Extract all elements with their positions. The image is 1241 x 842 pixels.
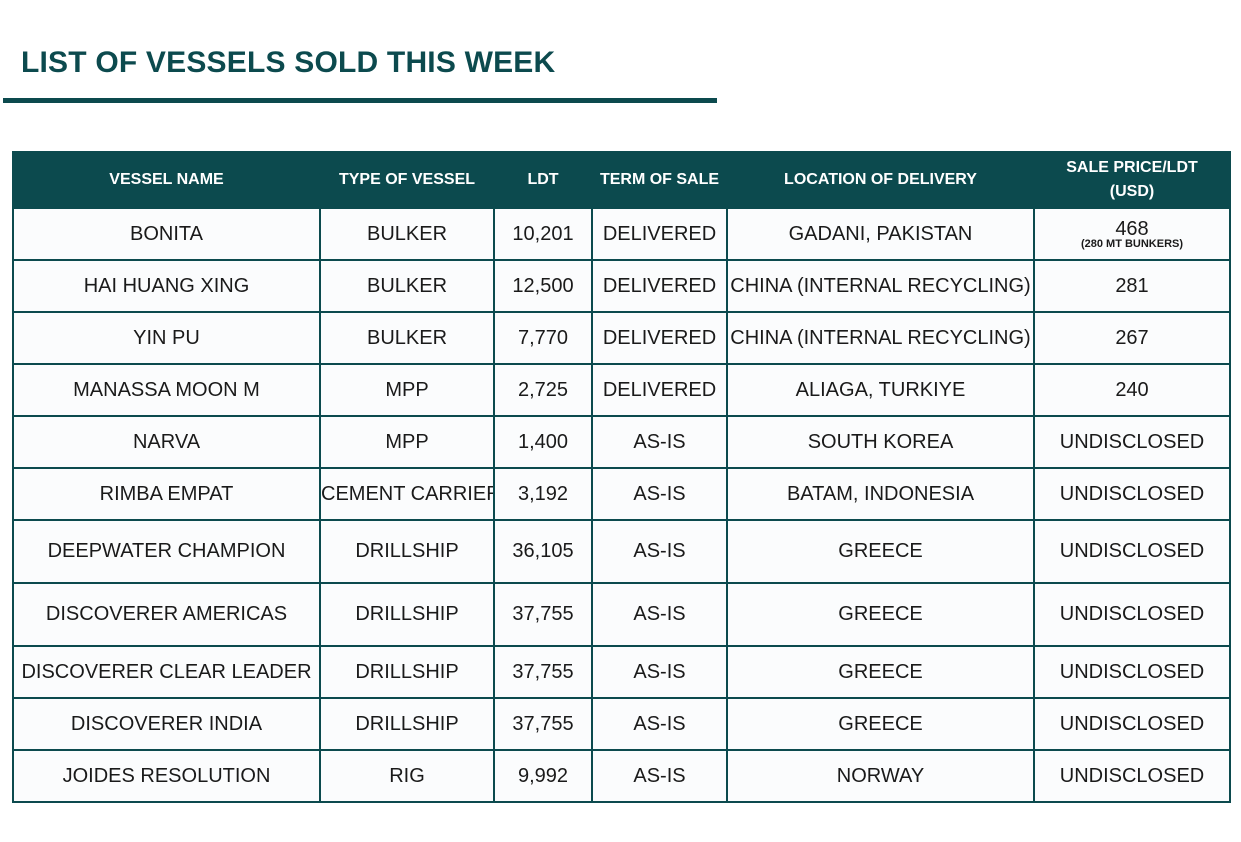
table-row: BONITA BULKER 10,201 DELIVERED GADANI, P… bbox=[12, 207, 1231, 261]
ldt-cell: 1,400 bbox=[493, 415, 593, 469]
vessel-name-cell: HAI HUANG XING bbox=[12, 259, 321, 313]
term-cell: AS-IS bbox=[591, 645, 728, 699]
vessel-type-cell: DRILLSHIP bbox=[319, 697, 495, 751]
ldt-cell: 12,500 bbox=[493, 259, 593, 313]
header-type-of-vessel: TYPE OF VESSEL bbox=[319, 151, 495, 209]
table-row: DISCOVERER CLEAR LEADER DRILLSHIP 37,755… bbox=[12, 645, 1231, 699]
location-cell: GREECE bbox=[726, 519, 1035, 584]
vessel-type-cell: MPP bbox=[319, 363, 495, 417]
ldt-cell: 37,755 bbox=[493, 645, 593, 699]
price-cell: UNDISCLOSED bbox=[1033, 645, 1231, 699]
price-cell: UNDISCLOSED bbox=[1033, 749, 1231, 803]
vessel-name-cell: DISCOVERER INDIA bbox=[12, 697, 321, 751]
location-cell: ALIAGA, TURKIYE bbox=[726, 363, 1035, 417]
table-row: JOIDES RESOLUTION RIG 9,992 AS-IS NORWAY… bbox=[12, 749, 1231, 803]
term-cell: AS-IS bbox=[591, 415, 728, 469]
header-term-of-sale: TERM OF SALE bbox=[591, 151, 728, 209]
ldt-cell: 9,992 bbox=[493, 749, 593, 803]
term-cell: DELIVERED bbox=[591, 259, 728, 313]
header-location-of-delivery: LOCATION OF DELIVERY bbox=[726, 151, 1035, 209]
price-cell: 468 (280 MT BUNKERS) bbox=[1033, 207, 1231, 261]
vessel-type-cell: CEMENT CARRIER bbox=[319, 467, 495, 521]
table-row: MANASSA MOON M MPP 2,725 DELIVERED ALIAG… bbox=[12, 363, 1231, 417]
location-cell: BATAM, INDONESIA bbox=[726, 467, 1035, 521]
ldt-cell: 36,105 bbox=[493, 519, 593, 584]
vessel-type-cell: BULKER bbox=[319, 259, 495, 313]
ldt-cell: 2,725 bbox=[493, 363, 593, 417]
price-cell: UNDISCLOSED bbox=[1033, 467, 1231, 521]
location-cell: CHINA (INTERNAL RECYCLING) bbox=[726, 259, 1035, 313]
price-cell: UNDISCLOSED bbox=[1033, 582, 1231, 647]
table-row: RIMBA EMPAT CEMENT CARRIER 3,192 AS-IS B… bbox=[12, 467, 1231, 521]
ldt-cell: 3,192 bbox=[493, 467, 593, 521]
table-row: NARVA MPP 1,400 AS-IS SOUTH KOREA UNDISC… bbox=[12, 415, 1231, 469]
location-cell: SOUTH KOREA bbox=[726, 415, 1035, 469]
price-cell: 267 bbox=[1033, 311, 1231, 365]
vessel-type-cell: DRILLSHIP bbox=[319, 519, 495, 584]
header-sale-price: SALE PRICE/LDT (USD) bbox=[1033, 151, 1231, 209]
page-title: LIST OF VESSELS SOLD THIS WEEK bbox=[21, 46, 556, 79]
vessel-name-cell: NARVA bbox=[12, 415, 321, 469]
header-vessel-name: VESSEL NAME bbox=[12, 151, 321, 209]
header-ldt: LDT bbox=[493, 151, 593, 209]
price-cell: UNDISCLOSED bbox=[1033, 415, 1231, 469]
price-cell: UNDISCLOSED bbox=[1033, 519, 1231, 584]
ldt-cell: 7,770 bbox=[493, 311, 593, 365]
vessel-name-cell: DEEPWATER CHAMPION bbox=[12, 519, 321, 584]
table-row: DISCOVERER INDIA DRILLSHIP 37,755 AS-IS … bbox=[12, 697, 1231, 751]
price-note: (280 MT BUNKERS) bbox=[1080, 238, 1184, 250]
term-cell: DELIVERED bbox=[591, 363, 728, 417]
price-cell: 240 bbox=[1033, 363, 1231, 417]
vessel-name-cell: YIN PU bbox=[12, 311, 321, 365]
price-cell: UNDISCLOSED bbox=[1033, 697, 1231, 751]
location-cell: GREECE bbox=[726, 582, 1035, 647]
term-cell: AS-IS bbox=[591, 519, 728, 584]
vessel-name-cell: RIMBA EMPAT bbox=[12, 467, 321, 521]
vessels-sold-table: VESSEL NAME TYPE OF VESSEL LDT TERM OF S… bbox=[12, 151, 1231, 803]
term-cell: AS-IS bbox=[591, 749, 728, 803]
ldt-cell: 37,755 bbox=[493, 582, 593, 647]
vessel-type-cell: RIG bbox=[319, 749, 495, 803]
vessel-type-cell: BULKER bbox=[319, 207, 495, 261]
price-cell: 281 bbox=[1033, 259, 1231, 313]
table-row: DISCOVERER AMERICAS DRILLSHIP 37,755 AS-… bbox=[12, 582, 1231, 647]
location-cell: GADANI, PAKISTAN bbox=[726, 207, 1035, 261]
vessel-type-cell: DRILLSHIP bbox=[319, 582, 495, 647]
header-sale-price-line1: SALE PRICE/LDT bbox=[1066, 159, 1198, 176]
table-row: YIN PU BULKER 7,770 DELIVERED CHINA (INT… bbox=[12, 311, 1231, 365]
term-cell: AS-IS bbox=[591, 582, 728, 647]
title-underline bbox=[3, 98, 717, 103]
vessel-name-cell: MANASSA MOON M bbox=[12, 363, 321, 417]
term-cell: DELIVERED bbox=[591, 311, 728, 365]
table-row: HAI HUANG XING BULKER 12,500 DELIVERED C… bbox=[12, 259, 1231, 313]
term-cell: AS-IS bbox=[591, 697, 728, 751]
term-cell: AS-IS bbox=[591, 467, 728, 521]
vessel-type-cell: BULKER bbox=[319, 311, 495, 365]
location-cell: NORWAY bbox=[726, 749, 1035, 803]
vessel-name-cell: DISCOVERER AMERICAS bbox=[12, 582, 321, 647]
price-value: 468 bbox=[1115, 218, 1149, 240]
vessel-type-cell: DRILLSHIP bbox=[319, 645, 495, 699]
table-header-row: VESSEL NAME TYPE OF VESSEL LDT TERM OF S… bbox=[12, 151, 1231, 209]
location-cell: GREECE bbox=[726, 697, 1035, 751]
location-cell: CHINA (INTERNAL RECYCLING) bbox=[726, 311, 1035, 365]
term-cell: DELIVERED bbox=[591, 207, 728, 261]
table-row: DEEPWATER CHAMPION DRILLSHIP 36,105 AS-I… bbox=[12, 519, 1231, 584]
vessel-name-cell: BONITA bbox=[12, 207, 321, 261]
ldt-cell: 37,755 bbox=[493, 697, 593, 751]
header-sale-price-line2: (USD) bbox=[1109, 183, 1155, 200]
vessel-name-cell: DISCOVERER CLEAR LEADER bbox=[12, 645, 321, 699]
location-cell: GREECE bbox=[726, 645, 1035, 699]
vessel-name-cell: JOIDES RESOLUTION bbox=[12, 749, 321, 803]
vessel-type-cell: MPP bbox=[319, 415, 495, 469]
ldt-cell: 10,201 bbox=[493, 207, 593, 261]
